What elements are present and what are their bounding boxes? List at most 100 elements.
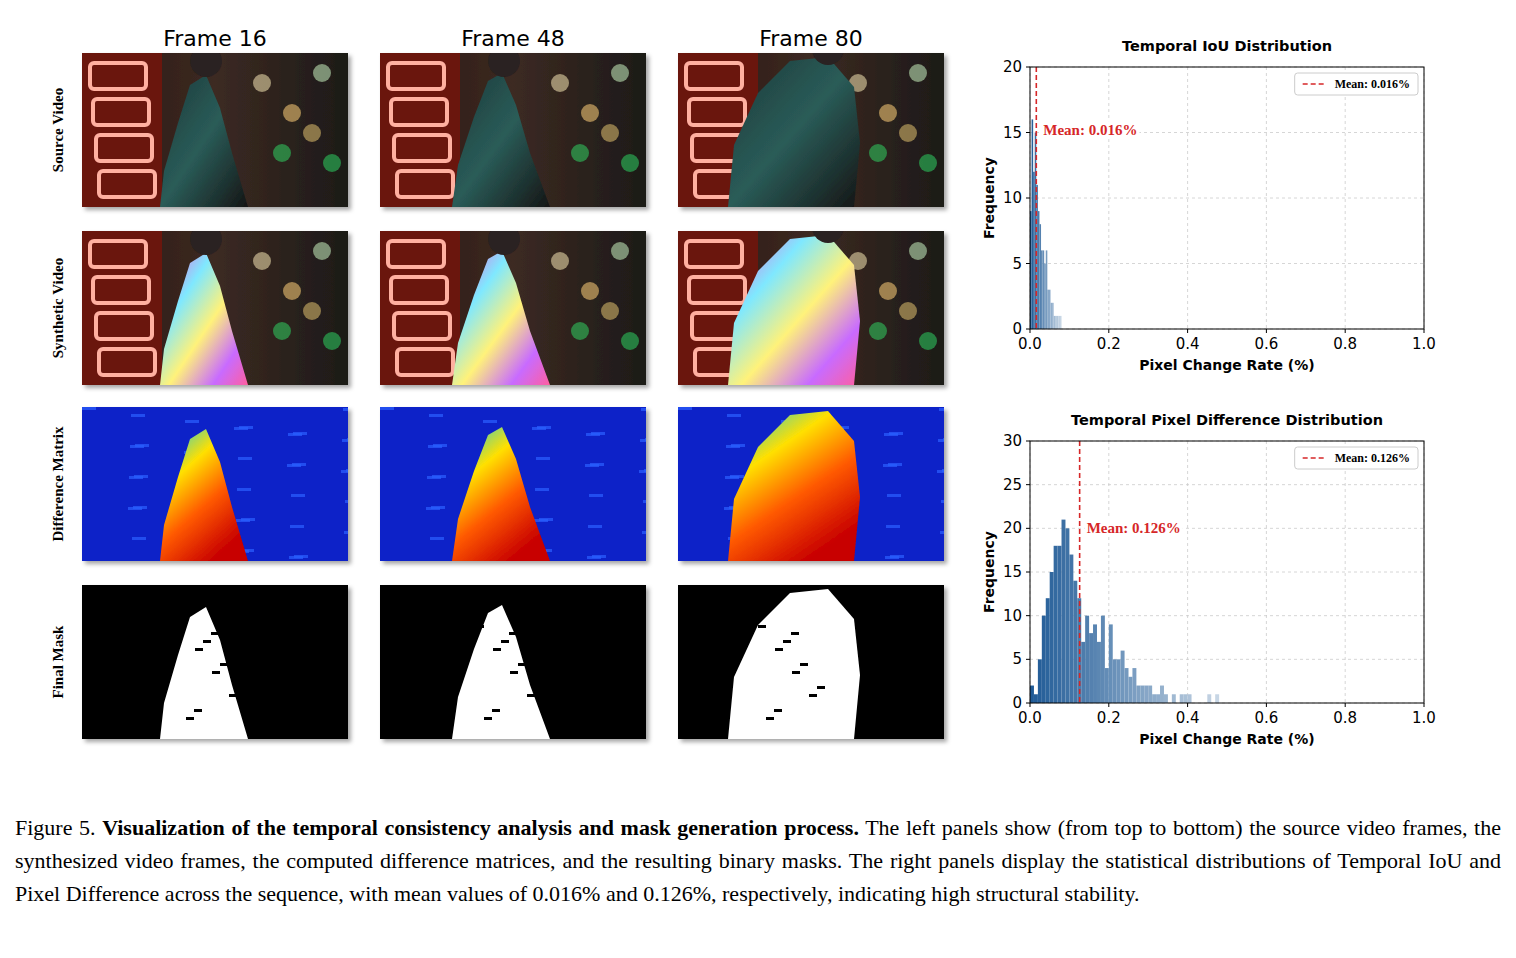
mask-hole — [211, 632, 219, 635]
neon-letter — [391, 277, 447, 303]
tick-label: 20 — [1003, 519, 1022, 537]
mask-hole — [775, 648, 783, 651]
mask-hole — [194, 709, 202, 712]
background — [678, 53, 944, 207]
tick — [1026, 132, 1030, 133]
mask-hole — [783, 640, 791, 643]
bar — [1148, 686, 1152, 703]
noise — [642, 531, 656, 534]
neon-letter — [96, 313, 152, 339]
mask-hole — [535, 686, 543, 689]
tick-label: 30 — [1003, 432, 1022, 450]
annotation: Mean: 0.016% — [1043, 122, 1137, 138]
bokeh — [869, 322, 887, 340]
noise — [345, 500, 359, 503]
chart-title: Temporal IoU Distribution — [1122, 38, 1332, 54]
neon-letter — [689, 99, 745, 125]
noise — [532, 427, 546, 430]
noise — [883, 464, 897, 467]
bar — [1156, 694, 1160, 703]
axis-title: Frequency — [981, 157, 997, 239]
mask-hole — [527, 694, 535, 697]
mask-hole — [800, 663, 808, 666]
bar — [1055, 316, 1057, 329]
bar — [1043, 250, 1045, 329]
bar — [1054, 316, 1056, 329]
tick — [1026, 198, 1030, 199]
mask-region — [160, 607, 248, 739]
noise — [645, 438, 659, 441]
neon-letter — [90, 63, 146, 89]
noise — [185, 420, 199, 423]
difference-region — [728, 411, 860, 561]
bokeh — [323, 154, 341, 172]
tick-label: 1.0 — [1412, 335, 1436, 353]
bokeh — [899, 124, 917, 142]
bar — [1164, 694, 1168, 703]
bokeh — [313, 64, 331, 82]
neon-letter — [99, 349, 155, 375]
tick — [1030, 329, 1031, 333]
mask-hole — [518, 663, 526, 666]
bokeh — [919, 154, 937, 172]
legend-label: Mean: 0.126% — [1335, 451, 1410, 465]
image-panel — [82, 223, 348, 385]
neon-letter — [689, 277, 745, 303]
grid-line — [1030, 263, 1424, 264]
bar — [1046, 598, 1050, 703]
bar — [1060, 316, 1062, 329]
noise — [940, 531, 954, 534]
mask-hole — [792, 671, 800, 674]
noise — [427, 476, 441, 479]
mean-line — [1036, 67, 1038, 329]
neon-letter — [99, 171, 155, 197]
neon-letter — [391, 99, 447, 125]
noise — [941, 500, 955, 503]
noise — [343, 408, 357, 411]
row-label: Difference Matrix — [50, 426, 66, 542]
mask-hole — [510, 671, 518, 674]
bar — [1058, 546, 1062, 703]
bar — [1054, 546, 1058, 703]
noise — [483, 420, 497, 423]
person — [160, 75, 248, 207]
mask-region — [452, 605, 550, 739]
tick — [1026, 659, 1030, 660]
bar — [1140, 686, 1144, 703]
tick-label: 0.4 — [1176, 335, 1200, 353]
figure: Frame 16Frame 48Frame 80Source VideoSynt… — [0, 0, 1516, 800]
mask-hole — [774, 709, 782, 712]
tick — [1026, 703, 1030, 704]
tick-label: 0.8 — [1333, 709, 1357, 727]
tick-label: 0 — [1012, 320, 1022, 338]
noise — [289, 556, 303, 559]
bokeh — [253, 252, 271, 270]
tick-label: 0.4 — [1176, 709, 1200, 727]
noise — [639, 470, 653, 473]
noise — [886, 525, 900, 528]
image-canvas — [678, 211, 944, 385]
tick-label: 5 — [1012, 650, 1022, 668]
background — [678, 231, 944, 385]
neon-sign — [82, 53, 162, 207]
neon-letter — [93, 277, 149, 303]
tick-label: 0.6 — [1254, 709, 1278, 727]
mask-hole — [220, 663, 228, 666]
mask-hole — [178, 625, 186, 628]
noise — [943, 438, 957, 441]
noise — [130, 445, 144, 448]
background — [380, 231, 646, 385]
bar — [1097, 642, 1101, 703]
neon-letter — [394, 313, 450, 339]
grid-line — [1030, 198, 1424, 199]
noise — [887, 494, 901, 497]
annotation-patch — [1085, 519, 1183, 537]
mask-region — [728, 589, 860, 739]
row-label: Final Mask — [50, 625, 66, 699]
tick-label: 25 — [1003, 476, 1022, 494]
annotation-group: Mean: 0.016% — [1041, 121, 1139, 139]
bokeh — [601, 302, 619, 320]
bokeh — [313, 242, 331, 260]
bar — [1050, 572, 1054, 703]
image-canvas — [678, 407, 957, 561]
